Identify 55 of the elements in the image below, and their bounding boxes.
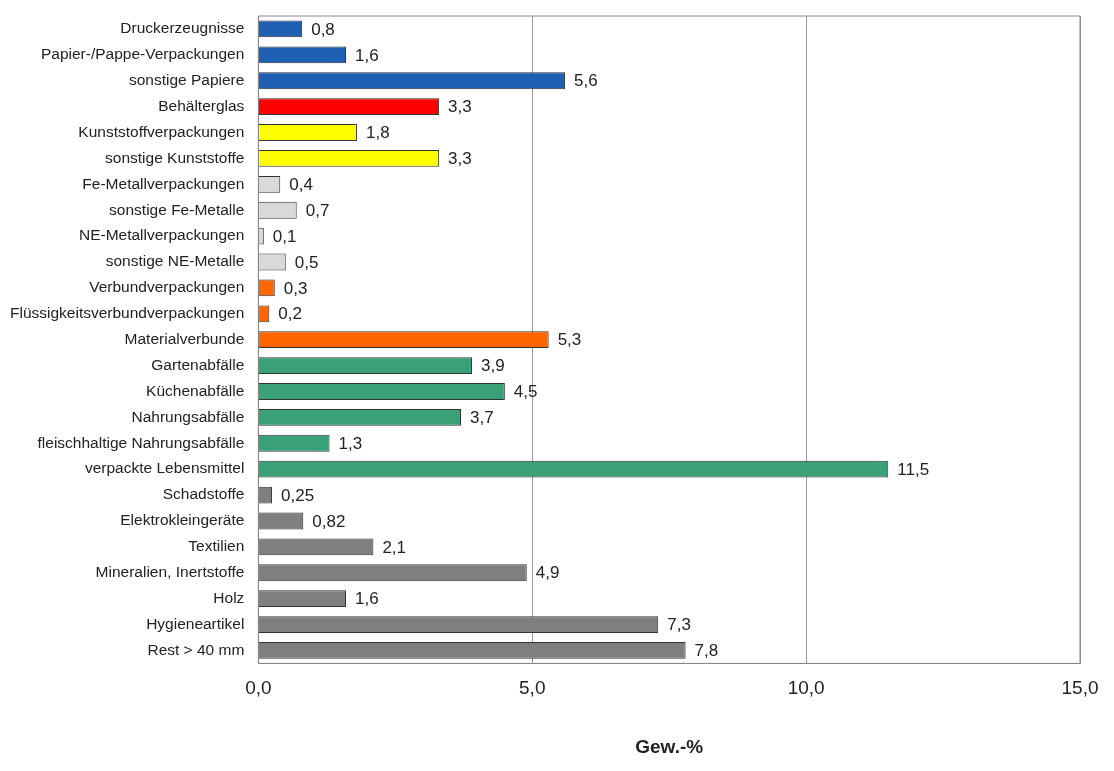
data-label: 0,25: [281, 485, 315, 505]
y-tick-label: Gartenabfälle: [151, 355, 245, 373]
data-label: 3,3: [448, 97, 472, 117]
data-label: 2,1: [382, 537, 407, 557]
x-tick-label: 0,0: [245, 677, 272, 699]
data-label: 7,3: [667, 615, 691, 635]
y-tick-label: verpackte Lebensmittel: [84, 459, 245, 477]
y-tick-label: Textilien: [188, 537, 245, 555]
y-tick-label: Papier-/Pappe-Verpackungen: [40, 45, 245, 63]
data-label: 3,3: [448, 149, 472, 169]
data-label: 3,7: [470, 408, 494, 428]
y-tick-label: NE-Metallverpackungen: [78, 226, 245, 244]
y-tick-label: Materialverbunde: [124, 329, 245, 347]
x-tick-label: 5,0: [519, 677, 546, 699]
data-label: 1,6: [355, 589, 379, 609]
y-tick-label: Verbundverpackungen: [89, 278, 245, 296]
y-tick-label: Mineralien, Inertstoffe: [95, 563, 245, 581]
y-tick-label: sonstige Kunststoffe: [105, 148, 245, 166]
y-tick-label: sonstige NE-Metalle: [105, 252, 245, 270]
y-tick-label: sonstige Fe-Metalle: [109, 200, 245, 218]
y-tick-label: Behälterglas: [158, 96, 245, 114]
y-tick-label: sonstige Papiere: [128, 71, 245, 89]
y-tick-label: Druckerzeugnisse: [120, 19, 245, 37]
x-tick-label: 10,0: [787, 677, 825, 699]
y-tick-label: Holz: [213, 588, 245, 606]
y-tick-label: Küchenabfälle: [146, 381, 245, 399]
data-label: 4,5: [513, 382, 538, 402]
data-label: 0,2: [278, 304, 302, 324]
data-label: 5,3: [557, 330, 582, 350]
y-tick-label: Hygieneartikel: [146, 614, 245, 632]
y-tick-label: Nahrungsabfälle: [131, 407, 245, 425]
data-label: 3,9: [480, 356, 505, 376]
y-tick-label: Elektrokleingeräte: [120, 511, 245, 529]
data-label: 11,5: [897, 459, 930, 479]
data-label: 0,3: [283, 278, 308, 298]
data-label: 0,5: [294, 252, 319, 272]
x-tick-label: 15,0: [1061, 677, 1099, 699]
x-axis-title: Gew.-%: [635, 735, 704, 757]
y-tick-label: Fe-Metallverpackungen: [82, 174, 245, 192]
data-label: 1,3: [338, 433, 363, 453]
data-label: 0,4: [289, 175, 313, 195]
data-label: 1,6: [355, 45, 379, 65]
data-label: 0,7: [305, 200, 330, 220]
y-tick-label: fleischhaltige Nahrungsabfälle: [37, 433, 245, 451]
y-tick-label: Schadstoffe: [162, 485, 245, 503]
data-label: 0,82: [312, 511, 346, 531]
data-label: 5,6: [574, 71, 598, 91]
data-label: 4,9: [535, 563, 560, 583]
y-tick-label: Rest > 40 mm: [147, 640, 245, 658]
y-tick-label: Kunststoffverpackungen: [78, 122, 245, 140]
data-label: 7,8: [694, 641, 719, 661]
y-tick-label: Flüssigkeitsverbundverpackungen: [9, 304, 245, 322]
data-label: 0,8: [311, 19, 335, 39]
data-label: 1,8: [365, 123, 390, 143]
data-label: 0,1: [272, 226, 297, 246]
